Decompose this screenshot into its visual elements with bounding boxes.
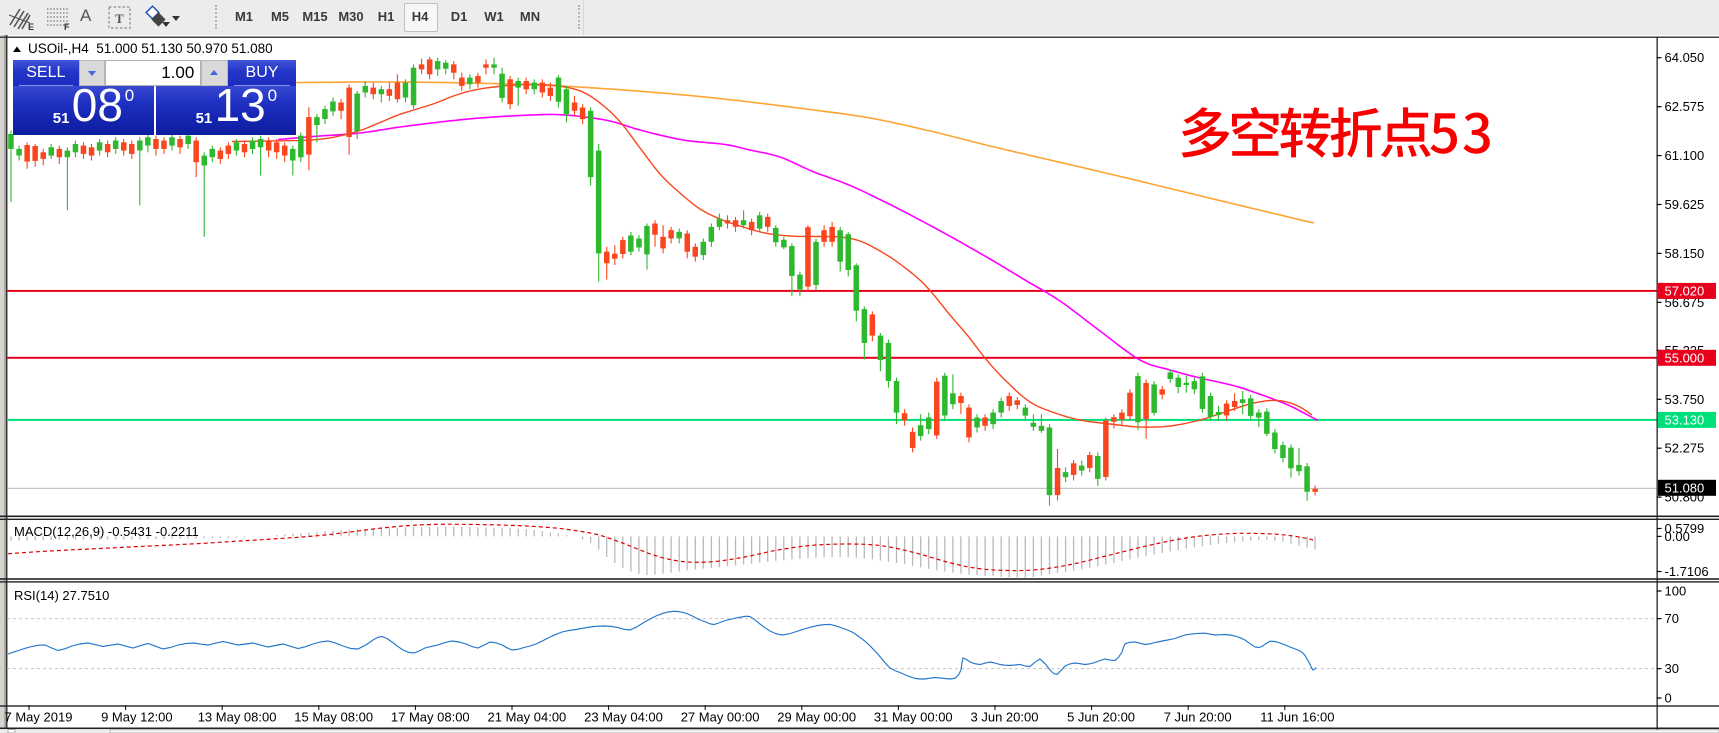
svg-text:E: E (28, 22, 34, 32)
svg-text:30: 30 (1665, 661, 1679, 676)
svg-text:27 May 00:00: 27 May 00:00 (681, 710, 760, 725)
svg-text:F: F (64, 22, 70, 32)
svg-text:T: T (115, 11, 124, 26)
svg-text:51.080: 51.080 (1665, 480, 1705, 495)
svg-text:11 Jun 16:00: 11 Jun 16:00 (1260, 710, 1334, 725)
svg-text:MACD(12,26,9) -0.5431 -0.2211: MACD(12,26,9) -0.5431 -0.2211 (14, 524, 199, 539)
svg-text:53.130: 53.130 (1665, 412, 1705, 427)
svg-text:62.575: 62.575 (1665, 99, 1705, 114)
svg-text:-1.7106: -1.7106 (1665, 564, 1709, 579)
svg-text:70: 70 (1665, 611, 1679, 626)
svg-text:0.00: 0.00 (1665, 529, 1690, 544)
svg-text:59.625: 59.625 (1665, 197, 1705, 212)
svg-text:58.150: 58.150 (1665, 246, 1705, 261)
svg-text:USOil-,H4 51.000 51.130 50.97: USOil-,H4 51.000 51.130 50.970 51.080 (28, 41, 273, 56)
svg-text:9 May 12:00: 9 May 12:00 (101, 710, 173, 725)
svg-text:7 Jun 20:00: 7 Jun 20:00 (1164, 710, 1232, 725)
svg-text:64.050: 64.050 (1665, 50, 1705, 65)
svg-text:RSI(14) 27.7510: RSI(14) 27.7510 (14, 588, 109, 603)
svg-text:7 May 2019: 7 May 2019 (5, 710, 73, 725)
svg-text:13 May 08:00: 13 May 08:00 (198, 710, 277, 725)
svg-text:3 Jun 20:00: 3 Jun 20:00 (971, 710, 1039, 725)
svg-text:0: 0 (1665, 691, 1672, 706)
svg-text:52.275: 52.275 (1665, 441, 1705, 456)
svg-text:17 May 08:00: 17 May 08:00 (391, 710, 470, 725)
svg-text:15 May 08:00: 15 May 08:00 (294, 710, 373, 725)
svg-text:31 May 00:00: 31 May 00:00 (874, 710, 953, 725)
svg-text:5 Jun 20:00: 5 Jun 20:00 (1067, 710, 1135, 725)
svg-text:57.020: 57.020 (1665, 283, 1705, 298)
svg-text:0.5799: 0.5799 (1665, 521, 1705, 536)
svg-text:53.750: 53.750 (1665, 392, 1705, 407)
svg-text:61.100: 61.100 (1665, 148, 1705, 163)
svg-text:55.000: 55.000 (1665, 350, 1705, 365)
svg-text:29 May 00:00: 29 May 00:00 (777, 710, 856, 725)
svg-text:21 May 04:00: 21 May 04:00 (488, 710, 567, 725)
svg-text:100: 100 (1665, 584, 1687, 599)
svg-text:23 May 04:00: 23 May 04:00 (584, 710, 663, 725)
